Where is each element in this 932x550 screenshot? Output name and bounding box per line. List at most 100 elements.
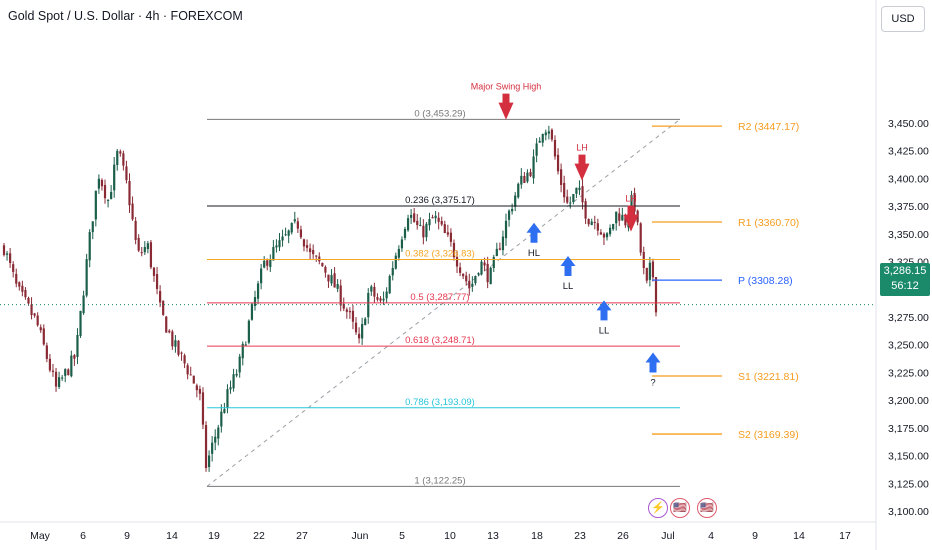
time-tick-label: 14 [166, 530, 178, 542]
pivot-level-label: S1 (3221.81) [738, 371, 799, 383]
candle-up [110, 191, 113, 200]
price-tick-label: 3,175.00 [888, 423, 929, 435]
candle-down [159, 291, 162, 303]
candle-up [547, 131, 550, 134]
candle-up [70, 355, 73, 377]
candle-up [106, 199, 110, 201]
candle-down [437, 217, 440, 222]
candle-down [18, 282, 21, 287]
candle-up [247, 320, 250, 343]
candle-down [529, 172, 532, 177]
price-tick-label: 3,125.00 [888, 478, 929, 490]
fibonacci-retracement[interactable]: 0 (3,453.29) 0.236 (3,375.17) 0.382 (3,326… [207, 108, 680, 487]
candle-up [419, 224, 422, 226]
last-price-tag: 3,286.15 56:12 [880, 263, 930, 296]
candle-up [293, 219, 296, 222]
candlestick-series [2, 125, 658, 472]
candle-up [504, 220, 508, 239]
candle-up [474, 275, 477, 284]
candle-down [324, 266, 327, 273]
candle-down [168, 330, 171, 333]
arrow-up-icon [645, 352, 661, 373]
pivot-level-label: R1 (3360.70) [738, 217, 799, 229]
candle-up [211, 442, 214, 454]
annotation-label: LH [576, 143, 588, 153]
candle-down [599, 232, 603, 235]
candle-down [345, 309, 348, 312]
candle-up [272, 247, 275, 261]
currency-selector[interactable]: USD [881, 6, 925, 32]
annotations: Major Swing High LH LH HL LL LL? [471, 82, 661, 388]
candle-up [94, 190, 97, 220]
candle-up [232, 374, 235, 389]
candle-down [266, 260, 269, 266]
candle-up [97, 178, 100, 189]
candle-down [45, 345, 48, 359]
candle-up [397, 248, 400, 258]
time-tick-label: 14 [793, 530, 805, 542]
candle-down [309, 248, 312, 253]
fib-level-label: 0.618 (3,248.71) [405, 335, 475, 346]
candle-down [302, 239, 306, 247]
price-axis[interactable]: 3,450.00 3,425.00 3,400.00 3,375.00 3,350.00… [888, 118, 929, 518]
time-axis[interactable]: May 6 9 14 19 22 27 Jun 5 10 13 18 23 26 Jul 4 9 14 17 [30, 530, 851, 542]
candle-down [596, 223, 599, 231]
candle-up [621, 215, 624, 221]
candle-down [183, 355, 186, 364]
candle-down [189, 374, 192, 376]
candle-down [566, 196, 569, 203]
candle-down [354, 322, 358, 333]
candle-down [42, 328, 45, 345]
candle-up [5, 253, 9, 255]
candle-down [333, 273, 336, 288]
candle-up [575, 187, 578, 194]
time-tick-label: 19 [208, 530, 220, 542]
candle-up [85, 259, 88, 296]
candle-up [394, 255, 397, 269]
fib-level-label: 0.236 (3,375.17) [405, 195, 475, 206]
candle-down [30, 304, 33, 316]
us-flag-event-icon-2[interactable]: 🇺🇸 [697, 498, 717, 518]
us-flag-event-icon[interactable]: 🇺🇸 [670, 498, 690, 518]
candle-down [553, 139, 557, 157]
price-tick-label: 3,375.00 [888, 201, 929, 213]
candle-up [605, 233, 609, 238]
candle-down [125, 166, 128, 181]
candle-up [608, 227, 612, 235]
chart-title: Gold Spot / U.S. Dollar · 4h · FOREXCOM [8, 9, 243, 23]
candle-down [440, 221, 443, 225]
candle-down [103, 184, 107, 199]
candle-up [207, 455, 211, 468]
candle-down [357, 333, 361, 339]
candle-up [520, 175, 523, 185]
candle-up [275, 245, 278, 248]
candle-down [204, 425, 208, 469]
candle-down [198, 388, 202, 394]
candle-down [67, 369, 70, 376]
candle-up [507, 210, 511, 220]
candle-down [27, 297, 30, 304]
candle-up [532, 156, 535, 179]
pivot-levels[interactable]: R2 (3447.17) R1 (3360.70) P (3308.28) S1 (3… [652, 121, 799, 441]
candle-up [364, 318, 367, 326]
candle-up [572, 194, 575, 203]
candle-up [238, 356, 241, 373]
candle-down [180, 352, 183, 354]
candle-up [278, 240, 281, 248]
candle-up [116, 150, 119, 166]
candle-down [149, 242, 153, 268]
candle-up [569, 202, 572, 204]
candle-up [541, 133, 544, 143]
candle-up [495, 248, 498, 257]
arrow-up-icon [526, 222, 542, 243]
candle-down [201, 392, 205, 425]
bar-countdown: 56:12 [891, 280, 919, 292]
candle-down [593, 221, 596, 223]
candle-down [446, 232, 449, 235]
time-tick-label: 9 [124, 530, 130, 542]
candle-up [526, 172, 529, 182]
annotation-label: LH [625, 194, 637, 204]
lightning-event-icon[interactable]: ⚡ [648, 498, 668, 518]
candle-down [624, 216, 627, 226]
